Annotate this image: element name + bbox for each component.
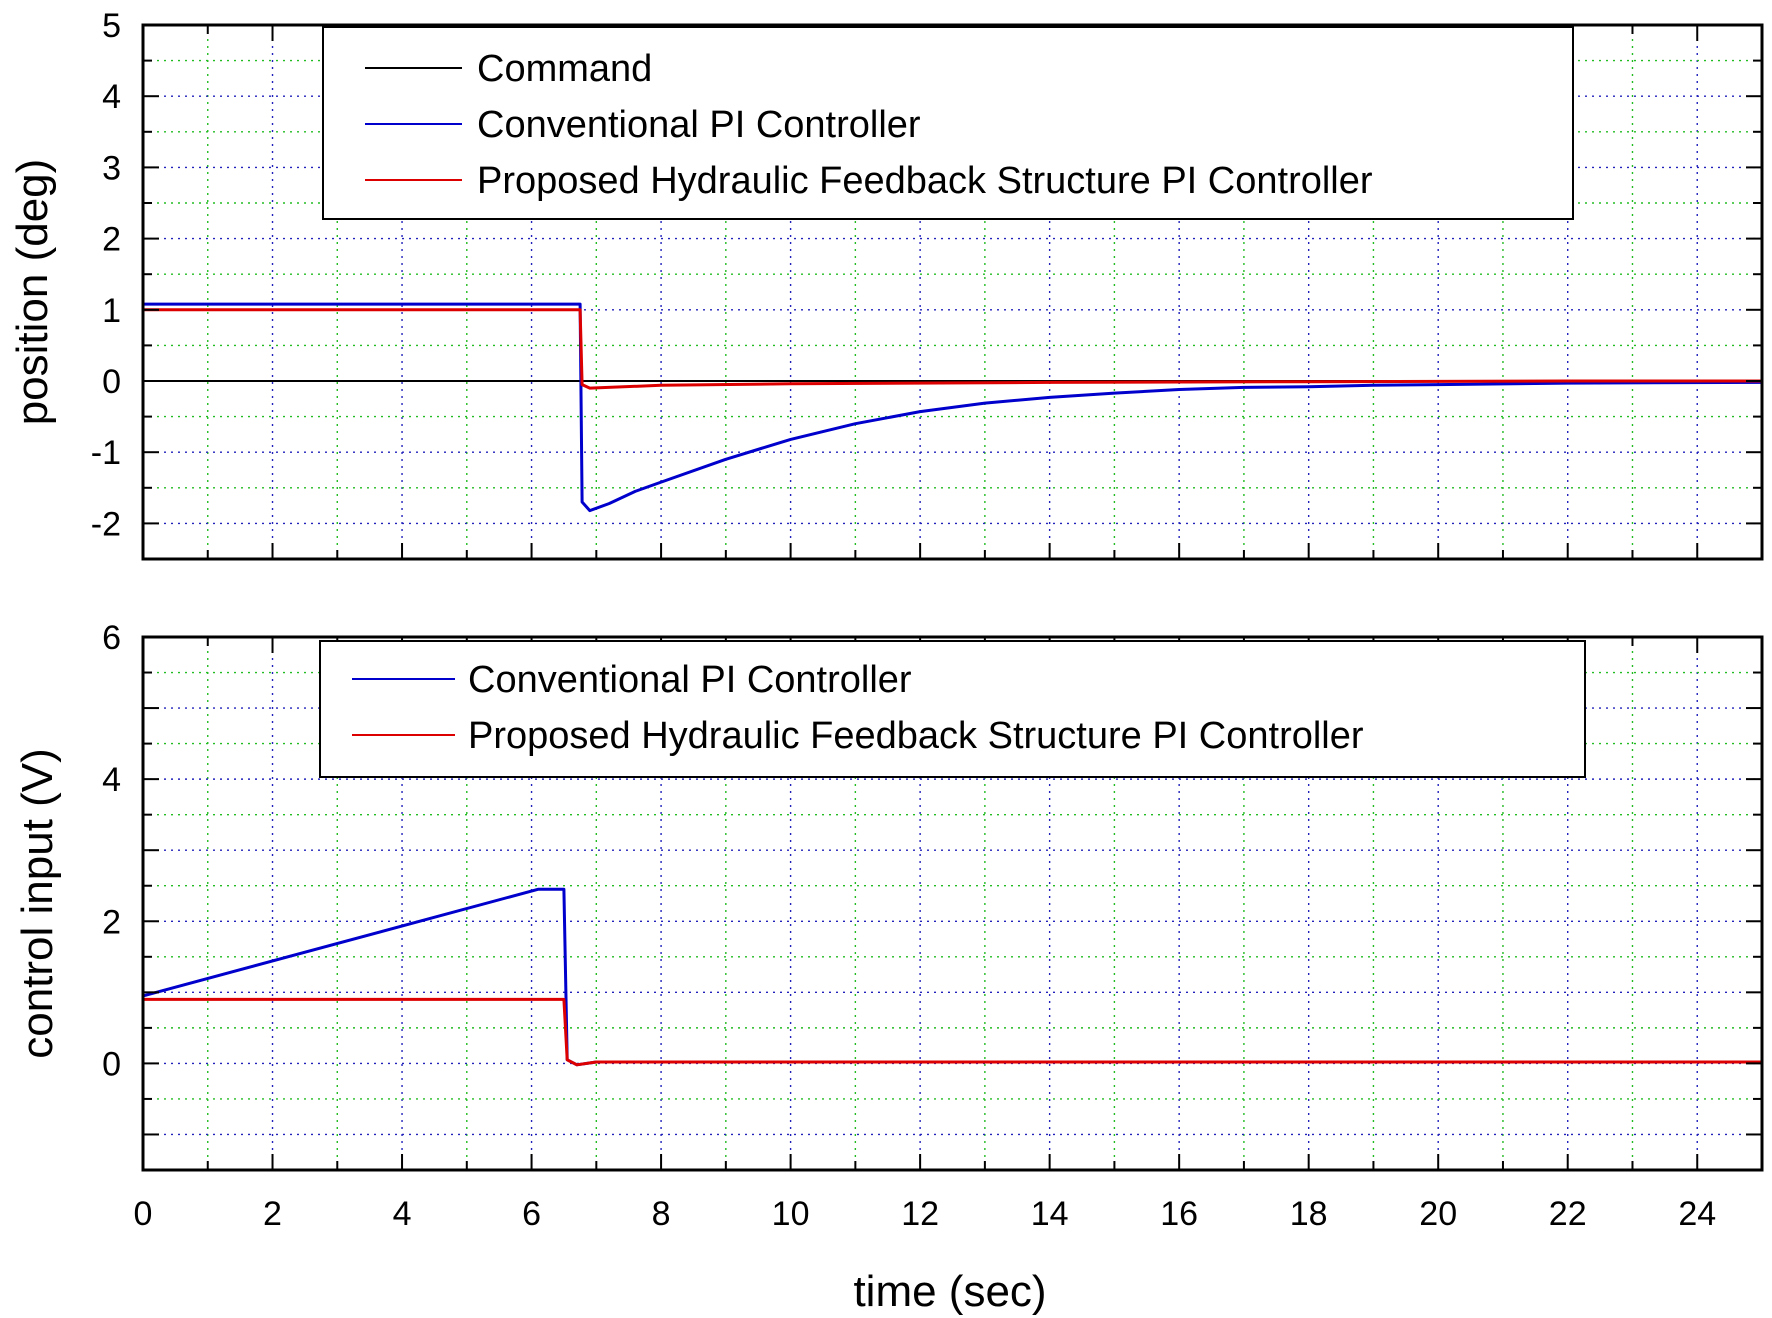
x-tick-label: 4 (393, 1195, 412, 1233)
legend-entry: Proposed Hydraulic Feedback Structure PI… (477, 160, 1373, 202)
y-tick-label: 6 (102, 619, 121, 657)
y-tick-label: 1 (102, 292, 121, 330)
x-tick-label: 10 (772, 1195, 810, 1233)
y-tick-label: -1 (91, 434, 121, 472)
plot-frame (141, 635, 1764, 1172)
y-tick-label: 0 (102, 1045, 121, 1083)
legend-box (319, 640, 1586, 778)
x-tick-label: 16 (1160, 1195, 1198, 1233)
x-tick-label: 0 (134, 1195, 153, 1233)
y-tick-label: 2 (102, 903, 121, 941)
x-tick-label: 8 (652, 1195, 671, 1233)
x-tick-label: 24 (1678, 1195, 1716, 1233)
legend: Command Conventional PI Controller Propose… (322, 26, 1574, 220)
series-line-1 (143, 302, 1763, 513)
y-tick-label: 4 (102, 761, 121, 799)
legend-entry: Proposed Hydraulic Feedback Structure PI… (468, 715, 1364, 757)
y-tick-label: 3 (102, 149, 121, 187)
series-line-0 (142, 887, 1762, 1067)
y-tick-label: 2 (102, 221, 121, 259)
legend-entry: Conventional PI Controller (477, 104, 921, 146)
position-panel: -2 -1 0 1 2 3 4 5 position (deg) Command Conventio… (8, 7, 1764, 561)
y-tick-label: 5 (102, 7, 121, 45)
x-tick-label: 14 (1031, 1195, 1069, 1233)
x-tick-label: 2 (263, 1195, 282, 1233)
x-tick-label: 12 (901, 1195, 939, 1233)
legend-entry: Command (477, 48, 652, 90)
y-tick-label: 0 (102, 363, 121, 401)
x-tick-label: 18 (1290, 1195, 1328, 1233)
y-tick-label: -2 (91, 505, 121, 543)
x-tick-label: 6 (522, 1195, 541, 1233)
legend: Conventional PI Controller Proposed Hydra… (319, 640, 1586, 778)
legend-entry: Conventional PI Controller (468, 659, 912, 701)
y-axis-label: control input (V) (13, 748, 62, 1059)
x-tick-label: 20 (1419, 1195, 1457, 1233)
y-tick-label: 4 (102, 78, 121, 116)
legend-box (322, 26, 1574, 220)
series-line-2 (143, 308, 1762, 390)
series-line-1 (143, 997, 1762, 1067)
plot-frame (141, 23, 1764, 561)
y-axis-label: position (deg) (8, 159, 57, 426)
x-axis-label: time (sec) (853, 1267, 1046, 1316)
x-tick-label: 22 (1549, 1195, 1587, 1233)
